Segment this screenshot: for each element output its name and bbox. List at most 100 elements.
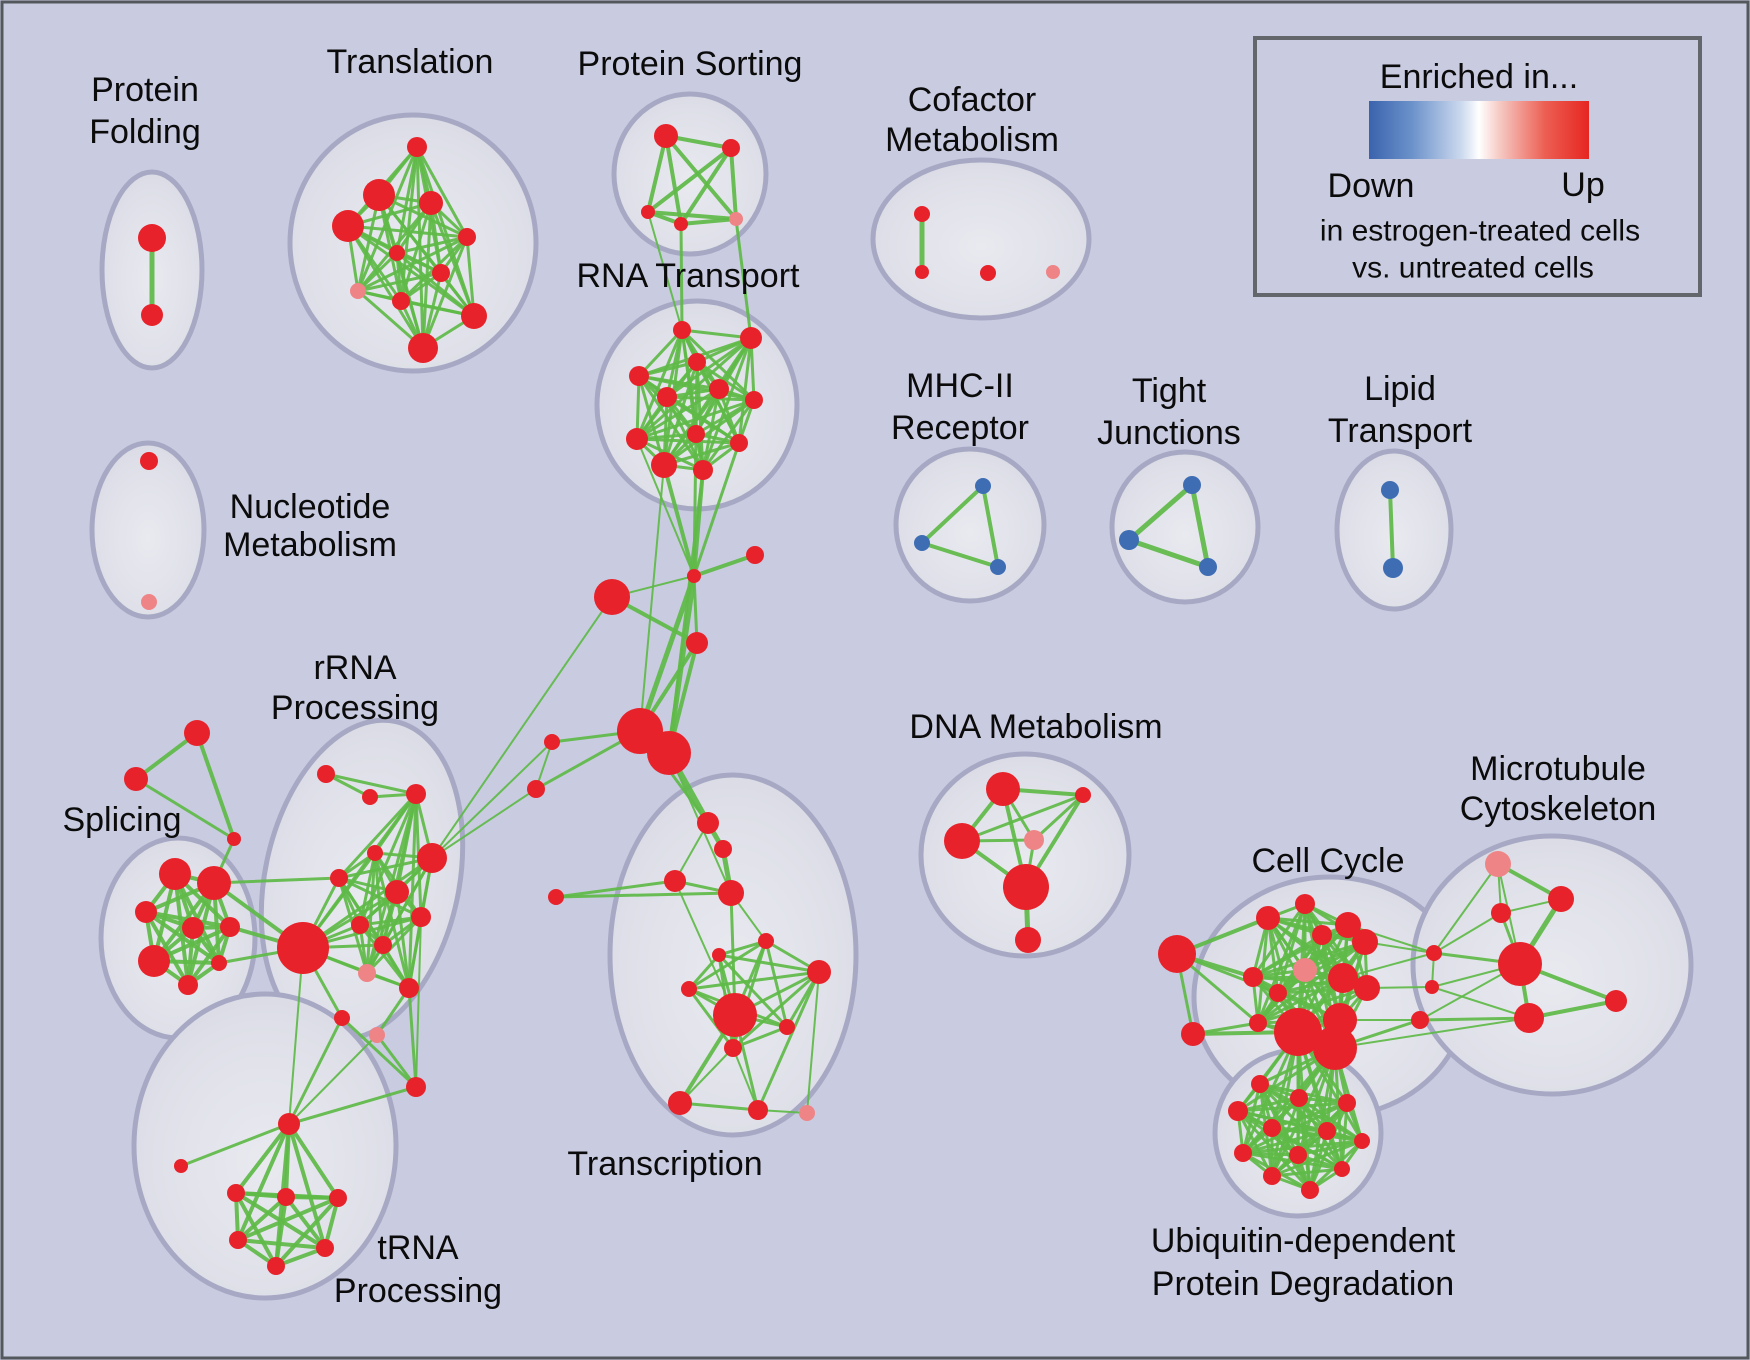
edge-h1-h5 (637, 573, 697, 734)
node-ub6 (1318, 1122, 1336, 1140)
cluster-label-protein-sorting-line1: Protein Sorting (578, 45, 803, 83)
node-t1 (407, 137, 427, 157)
node-mh3 (990, 559, 1006, 575)
node-nm1 (140, 452, 158, 470)
node-tn2 (277, 1188, 295, 1206)
edge-rt7-rt9 (635, 398, 756, 441)
node-rr7 (385, 880, 409, 904)
node-rt5 (709, 379, 729, 399)
node-rt10 (730, 434, 748, 452)
node-ub2 (1290, 1089, 1308, 1107)
edge-tn3-tn6 (274, 1196, 340, 1268)
edge-rr7-rr13 (395, 890, 411, 990)
edge-tj1-tj3 (1189, 482, 1211, 570)
cluster-label-tight-junctions-line2: Junctions (1097, 414, 1241, 452)
cluster-label-nucleotide-metabolism-line2: Metabolism (223, 526, 397, 564)
edge-p2-p3 (646, 146, 733, 214)
node-p5 (729, 212, 743, 226)
node-tx6 (758, 933, 774, 949)
cluster-label-mhc-ii-receptor-line1: MHC-II (906, 367, 1014, 405)
edge-cc9-cc12 (1256, 986, 1369, 1025)
node-rt1 (673, 321, 691, 339)
cluster-ellipse-mhc-ii-receptor (893, 446, 1047, 604)
node-cc10 (1269, 984, 1287, 1002)
edge-ub12-ccG1 (1296, 1030, 1312, 1192)
edge-cc4-cc7 (1251, 933, 1324, 979)
legend-up-label: Up (1561, 166, 1604, 204)
edge-mh1-mh3 (981, 484, 1000, 569)
node-tn5 (316, 1239, 334, 1257)
node-rr14 (334, 1010, 350, 1026)
node-sp2 (197, 866, 231, 900)
node-rt9 (626, 428, 648, 450)
node-tx11 (724, 1039, 742, 1057)
node-s1 (544, 734, 560, 750)
node-rr15 (369, 1027, 385, 1043)
edge-p1-p3 (646, 134, 668, 214)
node-p4 (674, 217, 688, 231)
node-cf1 (914, 206, 930, 222)
edge-t6-t8 (356, 251, 399, 293)
node-h3 (594, 579, 630, 615)
node-ccR1 (1426, 945, 1442, 961)
edge-ub12-ccG2 (1308, 1046, 1337, 1192)
node-t9 (392, 292, 410, 310)
cluster-label-tight-junctions-line1: Tight (1132, 372, 1207, 410)
edge-tx8-tx11 (687, 987, 735, 1050)
edge-t1-t5 (415, 145, 469, 239)
node-tn1 (227, 1184, 245, 1202)
edge-tx1-tx3 (674, 822, 709, 882)
edge-tx7-tx11 (731, 970, 821, 1050)
node-tx9 (713, 993, 757, 1037)
node-ub11 (1263, 1167, 1281, 1185)
node-pf2 (141, 304, 163, 326)
node-rt11 (651, 452, 677, 478)
edge-tn4-tn5 (236, 1238, 327, 1250)
node-ccL2 (1181, 1022, 1205, 1046)
legend-title: Enriched in... (1380, 58, 1578, 96)
node-rr3 (406, 784, 426, 804)
edge-cc2-cc7 (1251, 902, 1307, 979)
node-cf4 (1046, 265, 1060, 279)
cluster-label-cell-cycle-line1: Cell Cycle (1251, 842, 1404, 880)
edge-rr5-h3 (431, 596, 613, 859)
edge-ub7-ub8 (1241, 1139, 1364, 1155)
cluster-label-transcription-line1: Transcription (567, 1145, 762, 1183)
node-ub8 (1234, 1144, 1252, 1162)
node-ub9 (1289, 1146, 1307, 1164)
edge-tj2-tj3 (1126, 537, 1211, 570)
edge-p4-p5 (679, 217, 738, 226)
cluster-label-trna-processing-line1: tRNA (377, 1229, 459, 1267)
edge-tn2-tn6 (274, 1195, 288, 1268)
node-rr9 (351, 916, 369, 934)
edge-tx5-tx7 (717, 953, 821, 974)
edge-tn0-rr15 (288, 1034, 378, 1125)
node-rt8 (687, 425, 705, 443)
node-mt1 (1485, 851, 1511, 877)
node-cc1 (1256, 906, 1280, 930)
edge-rr14-rr16 (340, 1016, 418, 1089)
node-cc4 (1312, 925, 1332, 945)
edge-rt2-rt10 (737, 336, 753, 445)
edge-rt3-rt7 (695, 360, 756, 402)
node-rr2 (362, 789, 378, 805)
node-mh1 (975, 478, 991, 494)
edge-ccR3-mt5 (1418, 1016, 1531, 1022)
node-tx10 (779, 1019, 795, 1035)
legend-down-label: Down (1328, 167, 1415, 205)
edge-rr3-rr6 (337, 792, 418, 880)
edge-tn3-tn4 (236, 1196, 340, 1242)
edge-tn2-tn4 (236, 1195, 288, 1242)
cluster-ellipse-lipid-transport (1334, 448, 1454, 612)
edge-ub3-ub12 (1308, 1101, 1349, 1192)
node-s3 (548, 889, 564, 905)
node-tx4 (718, 880, 744, 906)
edge-rt6-rt7 (665, 395, 756, 402)
node-t10 (461, 303, 487, 329)
node-tn4 (229, 1231, 247, 1249)
cluster-label-protein-folding-line1: Protein (91, 71, 199, 109)
cluster-label-nucleotide-metabolism-line1: Nucleotide (230, 488, 391, 526)
edge-sp2-rr6 (212, 876, 341, 885)
cluster-labels-layer: Protein Folding Translation Protein Sorting… (62, 43, 1656, 1310)
